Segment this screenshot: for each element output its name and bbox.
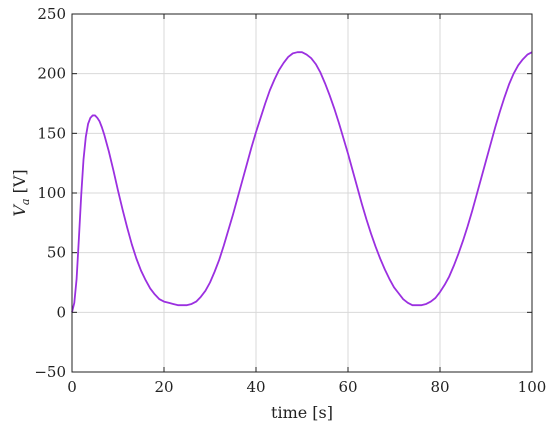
y-tick-label: 100: [37, 184, 66, 202]
x-tick-labels: 0 20 40 60 80 100: [67, 378, 546, 396]
y-axis-label-sub: a: [19, 199, 32, 206]
y-tick-label: 200: [37, 65, 66, 83]
x-tick-label: 100: [518, 378, 547, 396]
x-tick-label: 60: [338, 378, 357, 396]
grid: [72, 14, 532, 372]
y-tick-labels: −50 0 50 100 150 200 250: [34, 5, 66, 381]
y-axis-label: Va [V]: [10, 169, 32, 216]
y-axis-label-unit: [V]: [10, 169, 29, 198]
x-axis-label: time [s]: [271, 403, 333, 422]
y-tick-label: −50: [34, 363, 66, 381]
series-line-0: [71, 51, 533, 313]
series-layer: [71, 51, 533, 313]
x-tick-label: 40: [246, 378, 265, 396]
y-tick-label: 150: [37, 124, 66, 142]
ticks: [71, 13, 533, 373]
y-tick-label: 50: [47, 244, 66, 262]
y-tick-label: 250: [37, 5, 66, 23]
x-tick-label: 0: [67, 378, 77, 396]
x-tick-label: 80: [430, 378, 449, 396]
y-tick-label: 0: [56, 303, 66, 321]
x-tick-label: 20: [154, 378, 173, 396]
y-axis-label-main: V: [10, 204, 29, 217]
